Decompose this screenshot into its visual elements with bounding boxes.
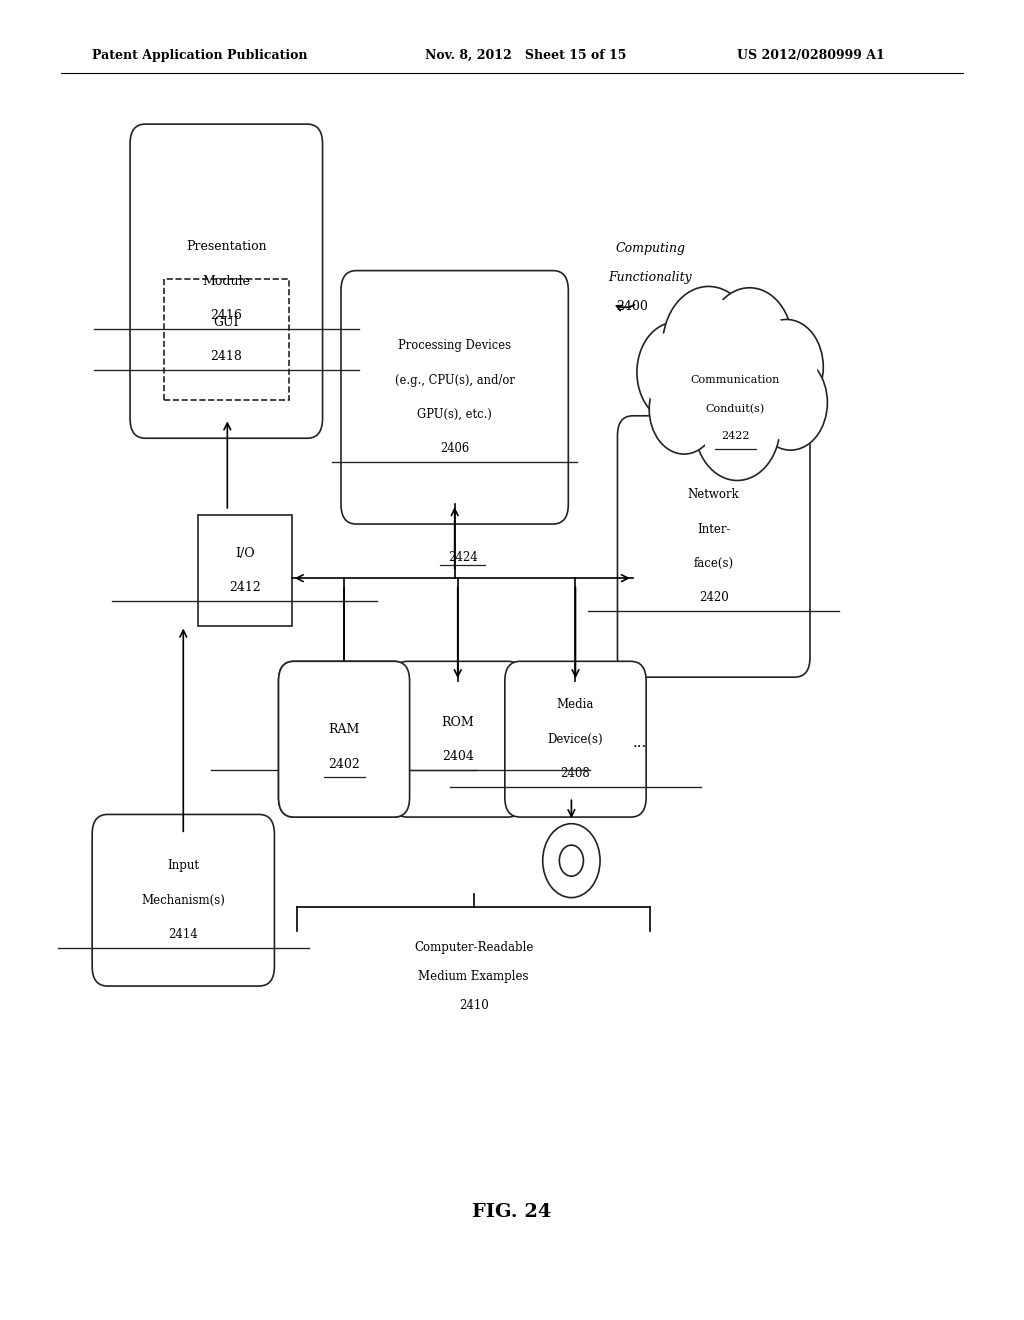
Text: Processing Devices: Processing Devices (398, 339, 511, 352)
Text: 2400: 2400 (615, 300, 648, 313)
Text: 2404: 2404 (441, 750, 474, 763)
Text: RAM: RAM (329, 723, 359, 737)
FancyBboxPatch shape (130, 124, 323, 438)
Text: 2410: 2410 (459, 999, 488, 1012)
Text: 2420: 2420 (698, 591, 729, 605)
Circle shape (655, 372, 713, 446)
Text: ROM: ROM (441, 715, 474, 729)
Circle shape (750, 319, 823, 414)
Text: Medium Examples: Medium Examples (419, 970, 528, 983)
Text: Input: Input (167, 859, 200, 873)
Text: Patent Application Publication: Patent Application Publication (92, 49, 307, 62)
Text: I/O: I/O (234, 546, 255, 560)
Text: GPU(s), etc.): GPU(s), etc.) (417, 408, 493, 421)
Text: 2402: 2402 (328, 758, 360, 771)
Circle shape (637, 322, 715, 422)
Circle shape (715, 298, 784, 388)
Circle shape (702, 380, 772, 470)
Circle shape (543, 824, 600, 898)
Circle shape (694, 370, 780, 480)
Text: Functionality: Functionality (608, 271, 692, 284)
FancyBboxPatch shape (279, 661, 410, 817)
Text: (e.g., CPU(s), and/or: (e.g., CPU(s), and/or (394, 374, 515, 387)
Circle shape (754, 355, 827, 450)
FancyBboxPatch shape (164, 279, 289, 400)
Text: 2416: 2416 (210, 309, 243, 322)
Circle shape (637, 322, 715, 422)
FancyBboxPatch shape (392, 661, 523, 817)
Circle shape (707, 288, 793, 399)
Text: 2418: 2418 (210, 350, 243, 363)
Circle shape (756, 327, 817, 407)
FancyBboxPatch shape (92, 814, 274, 986)
FancyBboxPatch shape (198, 515, 292, 626)
Text: GUI: GUI (214, 315, 239, 329)
Circle shape (644, 331, 708, 413)
Circle shape (694, 370, 780, 480)
Text: 2424: 2424 (447, 550, 478, 564)
Circle shape (671, 297, 746, 395)
Text: FIG. 24: FIG. 24 (472, 1203, 552, 1221)
Text: 2408: 2408 (560, 767, 591, 780)
FancyBboxPatch shape (341, 271, 568, 524)
Text: Nov. 8, 2012   Sheet 15 of 15: Nov. 8, 2012 Sheet 15 of 15 (425, 49, 627, 62)
Circle shape (649, 364, 719, 454)
Circle shape (663, 286, 755, 405)
Circle shape (559, 845, 584, 876)
Text: Computing: Computing (615, 242, 685, 255)
Circle shape (663, 286, 755, 405)
Text: Inter-: Inter- (697, 523, 730, 536)
Text: face(s): face(s) (693, 557, 734, 570)
Circle shape (750, 319, 823, 414)
Text: Conduit(s): Conduit(s) (706, 404, 765, 414)
Text: Computer-Readable: Computer-Readable (414, 941, 534, 954)
Text: 2406: 2406 (440, 442, 469, 455)
Text: Module: Module (203, 275, 250, 288)
Circle shape (760, 363, 821, 442)
Text: Ram: Ram (330, 715, 358, 729)
FancyBboxPatch shape (617, 416, 810, 677)
Text: 2412: 2412 (228, 581, 261, 594)
Text: Presentation: Presentation (186, 240, 266, 253)
Text: Media: Media (557, 698, 594, 711)
Text: ...: ... (633, 737, 647, 750)
Text: Mechanism(s): Mechanism(s) (141, 894, 225, 907)
FancyBboxPatch shape (505, 661, 646, 817)
Text: Communication: Communication (690, 375, 780, 385)
Circle shape (754, 355, 827, 450)
FancyBboxPatch shape (279, 661, 410, 817)
Text: US 2012/0280999 A1: US 2012/0280999 A1 (737, 49, 885, 62)
Circle shape (649, 364, 719, 454)
Text: 2422: 2422 (721, 430, 750, 441)
Text: Network: Network (688, 488, 739, 502)
Text: Device(s): Device(s) (548, 733, 603, 746)
Circle shape (707, 288, 793, 399)
Text: 2414: 2414 (168, 928, 199, 941)
Text: 2402: 2402 (328, 750, 360, 763)
